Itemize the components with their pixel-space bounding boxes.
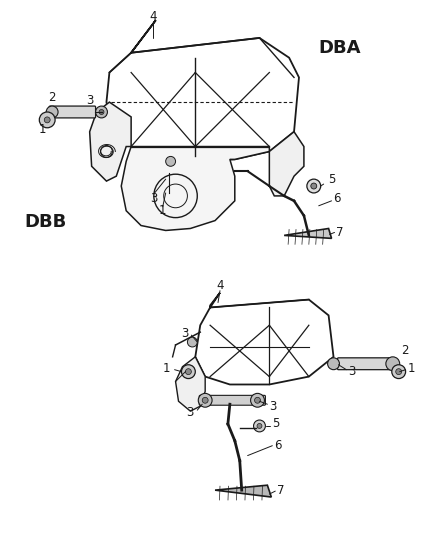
Text: 3: 3 [269, 400, 277, 413]
Text: 7: 7 [336, 226, 344, 239]
Circle shape [198, 393, 212, 407]
Text: 2: 2 [401, 344, 408, 358]
Circle shape [187, 337, 197, 347]
Text: 1: 1 [159, 204, 166, 217]
FancyBboxPatch shape [199, 395, 265, 405]
Circle shape [251, 393, 265, 407]
Text: 1: 1 [408, 362, 415, 375]
Circle shape [95, 106, 107, 118]
Circle shape [392, 365, 406, 378]
PathPatch shape [215, 485, 271, 497]
Text: DBA: DBA [318, 39, 361, 57]
Text: 3: 3 [150, 192, 158, 205]
Circle shape [307, 179, 321, 193]
Circle shape [39, 112, 55, 128]
Text: 1: 1 [39, 123, 46, 136]
Text: 1: 1 [163, 362, 171, 375]
Circle shape [44, 117, 50, 123]
Text: 3: 3 [348, 365, 356, 378]
Text: 6: 6 [333, 192, 341, 205]
Text: 5: 5 [272, 417, 280, 431]
FancyBboxPatch shape [337, 358, 391, 370]
Circle shape [202, 397, 208, 403]
PathPatch shape [121, 147, 269, 230]
PathPatch shape [269, 132, 304, 196]
Circle shape [46, 106, 58, 118]
Circle shape [257, 424, 262, 429]
Circle shape [185, 369, 191, 375]
Text: 5: 5 [328, 173, 336, 185]
Text: 6: 6 [274, 439, 282, 452]
Text: 4: 4 [216, 279, 224, 292]
Circle shape [386, 357, 400, 370]
FancyBboxPatch shape [49, 106, 95, 118]
Text: 4: 4 [149, 10, 157, 23]
PathPatch shape [176, 357, 205, 411]
Text: 7: 7 [277, 483, 285, 497]
Circle shape [328, 358, 339, 370]
Circle shape [311, 183, 317, 189]
Circle shape [396, 369, 402, 375]
Circle shape [181, 365, 195, 378]
PathPatch shape [284, 229, 332, 238]
Circle shape [99, 109, 104, 115]
Text: DBB: DBB [25, 213, 67, 231]
Circle shape [166, 156, 176, 166]
Circle shape [254, 397, 261, 403]
Text: 3: 3 [181, 327, 188, 340]
PathPatch shape [90, 102, 131, 181]
Text: 2: 2 [48, 91, 56, 104]
Circle shape [254, 420, 265, 432]
Text: 3: 3 [86, 94, 93, 107]
Text: 3: 3 [186, 406, 193, 418]
